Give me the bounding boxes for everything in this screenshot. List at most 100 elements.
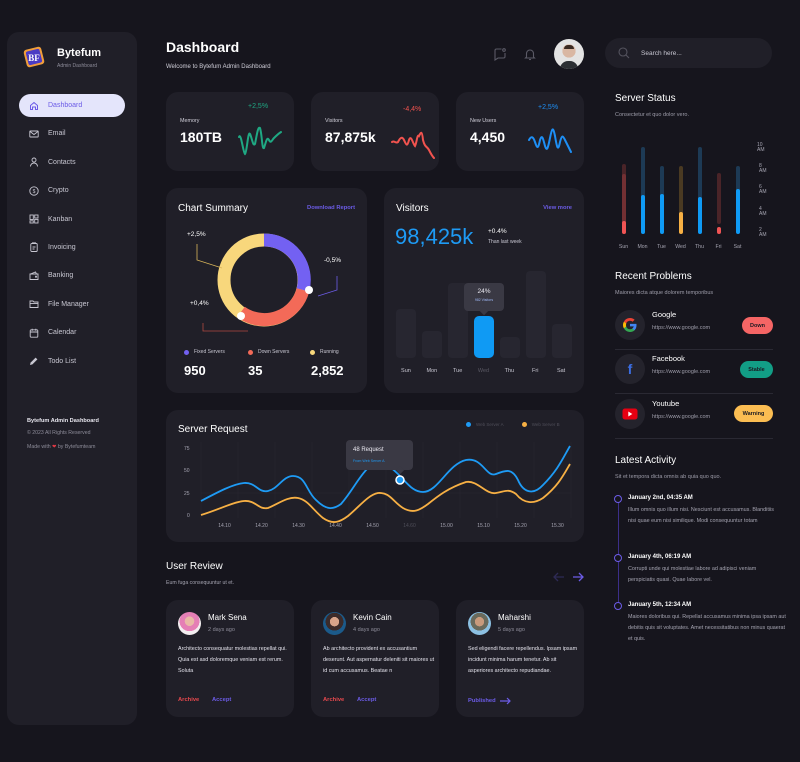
status-badge[interactable]: Warning: [734, 405, 773, 422]
timeline-dot: [614, 495, 622, 503]
search-bar[interactable]: [605, 38, 772, 68]
brand-subtitle: Admin Dashboard: [57, 63, 98, 69]
chart-summary-card: Chart Summary Download Report +2,5% -0,5…: [166, 188, 367, 393]
reviewer-avatar: [323, 612, 346, 635]
arrow-right-icon: [499, 697, 511, 705]
stat-change: +2,5%: [248, 103, 269, 110]
sidebar-item-email[interactable]: Email: [19, 122, 125, 145]
facebook-icon: f: [615, 354, 645, 384]
server-status-chart: [622, 147, 740, 234]
brand-name: Bytefum: [57, 47, 102, 59]
google-icon: [615, 310, 645, 340]
published-link[interactable]: Published: [468, 697, 511, 705]
bar-sun[interactable]: [396, 309, 416, 358]
review-date: 2 days ago: [208, 627, 235, 633]
user-avatar[interactable]: [554, 39, 584, 69]
review-card-mark-sena: Mark Sena 2 days ago Architecto consequa…: [166, 600, 294, 717]
visitors-sparkline: [391, 131, 435, 159]
problem-name: Google: [652, 310, 677, 319]
status-badge[interactable]: Stable: [740, 361, 773, 378]
legend-fixed: Fixed Servers: [184, 349, 248, 355]
sidebar-item-label: Crypto: [48, 187, 69, 195]
accept-button[interactable]: Accept: [212, 697, 232, 703]
stat-value: 4,450: [470, 129, 506, 145]
server-status-subtitle: Consectetur et quo dolor vero.: [615, 112, 689, 118]
sidebar-item-label: Email: [48, 130, 66, 138]
server-request-legend: Web Server A Web Server B: [466, 422, 560, 427]
running-value: 2,852: [311, 363, 344, 378]
view-more-link[interactable]: View more: [543, 205, 572, 211]
bar-sat[interactable]: [552, 324, 572, 358]
arrow-left-icon[interactable]: [553, 572, 565, 582]
arrow-right-icon[interactable]: [572, 572, 584, 582]
status-badge[interactable]: Down: [742, 317, 773, 334]
bar-tue[interactable]: [448, 283, 468, 358]
visitors-card: Visitors View more 98,425k +0.4% Than la…: [384, 188, 584, 393]
recent-problems-title: Recent Problems: [615, 271, 692, 282]
latest-activity-subtitle: Sit et tempora dicta omnis ab quia quo q…: [615, 474, 722, 480]
legend-web-server-a[interactable]: Web Server A: [466, 422, 504, 427]
sidebar-item-dashboard[interactable]: Dashboard: [19, 94, 125, 117]
user-review-subtitle: Eum fuga consequuntur ut et.: [166, 580, 235, 586]
page-subtitle: Welcome to Bytefum Admin Dashboard: [166, 64, 271, 70]
reviewer-avatar: [178, 612, 201, 635]
search-input[interactable]: [641, 38, 761, 68]
search-icon: [618, 47, 630, 59]
calendar-icon: [29, 328, 39, 338]
problem-name: Youtube: [652, 399, 680, 408]
running-change-label: +2,5%: [187, 231, 206, 238]
new-users-sparkline: [528, 128, 572, 153]
sidebar-item-todo-list[interactable]: Todo List: [19, 350, 125, 373]
bar-mon[interactable]: [422, 331, 442, 358]
mail-icon: [29, 130, 39, 138]
sidebar-item-label: Dashboard: [48, 102, 83, 109]
problem-row-youtube[interactable]: Youtube https://www.google.com Warning: [615, 395, 773, 439]
bell-icon[interactable]: [523, 47, 537, 61]
sidebar-item-kanban[interactable]: Kanban: [19, 208, 125, 231]
brand-logo[interactable]: BF: [21, 44, 47, 70]
bar-thu[interactable]: [500, 337, 520, 358]
problem-row-google[interactable]: Google https://www.google.com Down: [615, 306, 773, 350]
sidebar-item-crypto[interactable]: $ Crypto: [19, 179, 125, 202]
legend-running: Running: [310, 349, 370, 355]
down-change-label: +0,4%: [190, 300, 209, 307]
reviewer-name: Maharshi: [498, 613, 531, 622]
reviewer-name: Mark Sena: [208, 613, 247, 622]
folder-icon: [29, 300, 39, 309]
fixed-change-label: -0,5%: [324, 257, 341, 264]
problem-url: https://www.google.com: [652, 414, 711, 420]
memory-sparkline: [238, 126, 282, 156]
visitors-total: 98,425k: [395, 224, 474, 249]
chart-summary-title: Chart Summary: [178, 203, 249, 214]
chart-summary-legend: Fixed Servers Down Servers Running: [184, 349, 370, 355]
avatar-shirt: [560, 61, 578, 69]
bar-wed[interactable]: [474, 316, 494, 358]
stat-value: 87,875k: [325, 129, 376, 145]
review-text: Ab architecto provident ex accusantium d…: [323, 646, 435, 674]
legend-down: Down Servers: [248, 349, 310, 355]
sidebar-item-invoicing[interactable]: Invoicing: [19, 236, 125, 259]
problem-name: Facebook: [652, 354, 685, 363]
review-date: 4 days ago: [353, 627, 380, 633]
legend-web-server-b[interactable]: Web Server B: [521, 422, 560, 427]
server-status-x-axis: Sun Mon Tue Wed Thu Fri Sat: [618, 244, 742, 250]
youtube-icon: [615, 399, 645, 429]
sidebar-item-contacts[interactable]: Contacts: [19, 151, 125, 174]
accept-button[interactable]: Accept: [357, 697, 377, 703]
archive-button[interactable]: Archive: [323, 697, 345, 703]
fixed-servers-value: 950: [184, 363, 206, 378]
chat-icon[interactable]: [493, 47, 507, 61]
download-report-link[interactable]: Download Report: [307, 205, 355, 211]
archive-button[interactable]: Archive: [178, 697, 200, 703]
problem-row-facebook[interactable]: f Facebook https://www.google.com Stable: [615, 350, 773, 394]
bar-fri[interactable]: [526, 271, 546, 358]
sidebar-item-banking[interactable]: Banking: [19, 264, 125, 287]
sidebar-item-file-manager[interactable]: File Manager: [19, 293, 125, 316]
stat-card-visitors: Visitors 87,875k -4,4%: [311, 92, 439, 171]
sidebar-item-calendar[interactable]: Calendar: [19, 321, 125, 344]
problem-url: https://www.google.com: [652, 369, 711, 375]
page-title: Dashboard: [166, 39, 240, 55]
visitors-change: +0.4%: [488, 228, 507, 235]
problem-url: https://www.google.com: [652, 325, 711, 331]
sidebar-nav: Dashboard Email Contacts $ Crypto Kanban…: [19, 94, 125, 378]
